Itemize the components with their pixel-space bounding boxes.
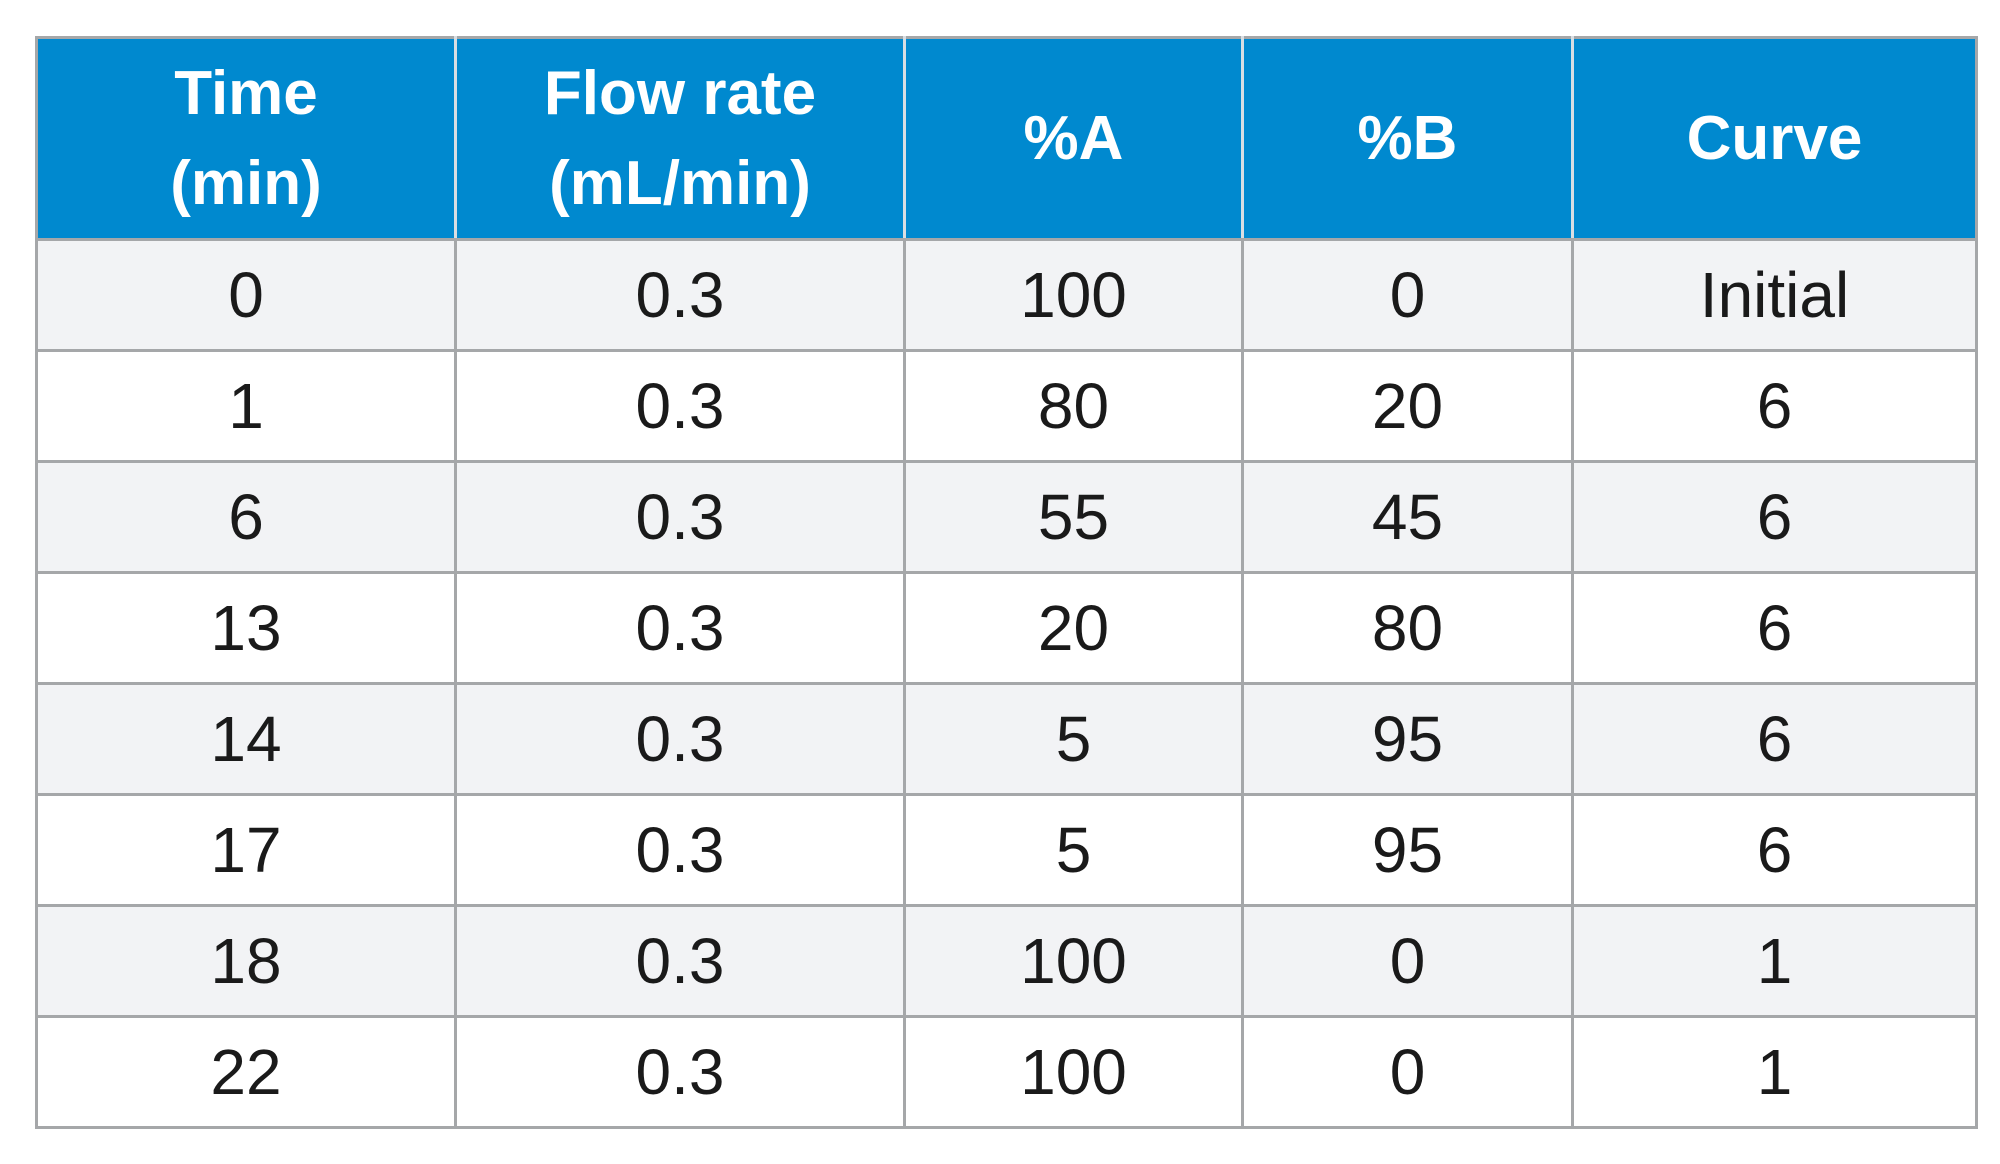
cell-curve: 1 — [1571, 904, 1978, 1018]
header-curve-label: Curve — [1686, 103, 1863, 173]
table-row: 14 0.3 5 95 6 — [35, 682, 1978, 796]
cell-percent-a: 5 — [903, 793, 1244, 907]
table-row: 18 0.3 100 0 1 — [35, 904, 1978, 1018]
table-row: 13 0.3 20 80 6 — [35, 571, 1978, 685]
cell-time: 1 — [35, 349, 457, 463]
header-percent-b-label: %B — [1357, 103, 1458, 173]
cell-time: 6 — [35, 460, 457, 574]
cell-percent-b: 0 — [1241, 904, 1574, 1018]
cell-percent-b: 95 — [1241, 682, 1574, 796]
cell-flow-rate: 0.3 — [454, 238, 906, 352]
header-time-unit: (min) — [170, 148, 322, 218]
table-row: 17 0.3 5 95 6 — [35, 793, 1978, 907]
header-flow-rate: Flow rate (mL/min) — [454, 36, 906, 241]
cell-percent-a: 100 — [903, 1015, 1244, 1129]
cell-time: 17 — [35, 793, 457, 907]
table-body: 0 0.3 100 0 Initial 1 0.3 80 20 6 6 0.3 … — [35, 238, 1978, 1129]
header-percent-a-label: %A — [1023, 103, 1124, 173]
cell-curve: Initial — [1571, 238, 1978, 352]
cell-percent-a: 100 — [903, 238, 1244, 352]
header-curve: Curve — [1571, 36, 1978, 241]
cell-percent-a: 20 — [903, 571, 1244, 685]
cell-curve: 6 — [1571, 460, 1978, 574]
cell-percent-b: 80 — [1241, 571, 1574, 685]
cell-percent-b: 0 — [1241, 238, 1574, 352]
cell-curve: 6 — [1571, 682, 1978, 796]
table-header: Time (min) Flow rate (mL/min) %A %B Curv… — [35, 36, 1978, 241]
table-row: 1 0.3 80 20 6 — [35, 349, 1978, 463]
table-row: 0 0.3 100 0 Initial — [35, 238, 1978, 352]
cell-curve: 1 — [1571, 1015, 1978, 1129]
cell-percent-a: 5 — [903, 682, 1244, 796]
header-row: Time (min) Flow rate (mL/min) %A %B Curv… — [35, 36, 1978, 241]
header-percent-a: %A — [903, 36, 1244, 241]
cell-percent-b: 95 — [1241, 793, 1574, 907]
cell-flow-rate: 0.3 — [454, 1015, 906, 1129]
header-flow-rate-unit: (mL/min) — [549, 148, 811, 218]
cell-flow-rate: 0.3 — [454, 571, 906, 685]
gradient-table: Time (min) Flow rate (mL/min) %A %B Curv… — [35, 36, 1978, 1129]
cell-curve: 6 — [1571, 793, 1978, 907]
cell-flow-rate: 0.3 — [454, 904, 906, 1018]
cell-curve: 6 — [1571, 571, 1978, 685]
cell-time: 13 — [35, 571, 457, 685]
cell-flow-rate: 0.3 — [454, 460, 906, 574]
cell-flow-rate: 0.3 — [454, 682, 906, 796]
cell-percent-b: 20 — [1241, 349, 1574, 463]
cell-percent-b: 0 — [1241, 1015, 1574, 1129]
cell-percent-a: 55 — [903, 460, 1244, 574]
cell-time: 22 — [35, 1015, 457, 1129]
header-time: Time (min) — [35, 36, 457, 241]
header-flow-rate-label: Flow rate — [543, 58, 817, 128]
cell-percent-a: 80 — [903, 349, 1244, 463]
table-row: 6 0.3 55 45 6 — [35, 460, 1978, 574]
cell-percent-b: 45 — [1241, 460, 1574, 574]
table-row: 22 0.3 100 0 1 — [35, 1015, 1978, 1129]
header-time-label: Time — [174, 58, 318, 128]
cell-flow-rate: 0.3 — [454, 349, 906, 463]
cell-flow-rate: 0.3 — [454, 793, 906, 907]
cell-time: 14 — [35, 682, 457, 796]
cell-time: 18 — [35, 904, 457, 1018]
cell-curve: 6 — [1571, 349, 1978, 463]
header-percent-b: %B — [1241, 36, 1574, 241]
cell-time: 0 — [35, 238, 457, 352]
gradient-table-container: Time (min) Flow rate (mL/min) %A %B Curv… — [35, 36, 1978, 1129]
cell-percent-a: 100 — [903, 904, 1244, 1018]
